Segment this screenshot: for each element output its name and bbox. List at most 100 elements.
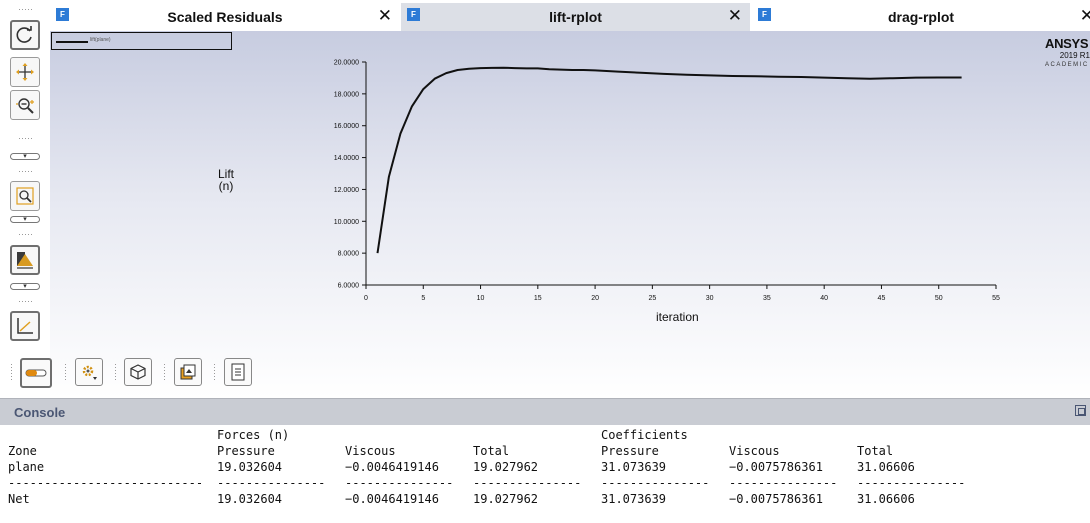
document-icon bbox=[231, 363, 245, 381]
y-axis-label-unit: (n) bbox=[218, 179, 234, 193]
toolbar-grip[interactable] bbox=[18, 233, 32, 237]
forces-header: Forces (n) bbox=[217, 428, 290, 442]
tab-label: Scaled Residuals bbox=[167, 9, 283, 25]
measure-tool-button[interactable] bbox=[20, 358, 52, 388]
save-picture-button[interactable] bbox=[174, 358, 202, 386]
table-cell: 19.027962 bbox=[473, 492, 539, 506]
x-tick-label: 5 bbox=[421, 295, 425, 302]
table-cell: 19.027962 bbox=[473, 460, 539, 474]
lift-series-line bbox=[376, 66, 962, 254]
picture-icon bbox=[180, 364, 196, 380]
table-cell: −0.0075786361 bbox=[729, 492, 823, 506]
axes-button[interactable] bbox=[10, 311, 40, 341]
pan-view-button[interactable] bbox=[10, 57, 40, 87]
lift-chart: 6.0000 8.0000 10.0000 12.0000 14.0000 16.0000… bbox=[334, 60, 1000, 303]
chart-marks bbox=[376, 66, 962, 254]
toolbar-grip[interactable] bbox=[64, 363, 68, 381]
column-header: Viscous bbox=[729, 444, 780, 458]
x-tick-label: 35 bbox=[763, 295, 771, 302]
tab-lift-rplot[interactable]: F lift-rplot ✕ bbox=[401, 3, 750, 31]
display-options-button[interactable] bbox=[75, 358, 103, 386]
plot-style-button[interactable] bbox=[10, 245, 40, 275]
column-header: Total bbox=[473, 444, 510, 458]
console-output[interactable]: Forces (n) Coefficients Zone Pressure Vi… bbox=[0, 425, 1090, 523]
x-tick-label: 55 bbox=[992, 295, 1000, 302]
fluent-icon: F bbox=[56, 8, 69, 21]
table-cell: −0.0075786361 bbox=[729, 460, 823, 474]
separator: --------------- bbox=[601, 476, 710, 490]
x-tick-label: 10 bbox=[477, 295, 485, 302]
close-icon[interactable]: ✕ bbox=[377, 6, 392, 26]
toolbar-grip[interactable] bbox=[163, 363, 167, 381]
graphics-toolbar: ▾ ▾ ▾ bbox=[0, 0, 50, 398]
expand-toolbar-button[interactable]: ▾ bbox=[10, 216, 40, 223]
console-title: Console bbox=[14, 405, 66, 420]
zoom-to-fit-button[interactable] bbox=[10, 181, 40, 211]
column-header: Total bbox=[857, 444, 894, 458]
legend-label: lift(plane) bbox=[90, 37, 111, 43]
gear-icon bbox=[82, 365, 97, 380]
maximize-icon[interactable] bbox=[1075, 405, 1086, 416]
x-tick-label: 0 bbox=[364, 295, 368, 302]
y-axis-label: Lift (n) bbox=[218, 168, 234, 192]
rotate-icon bbox=[16, 26, 32, 43]
toolbar-grip[interactable] bbox=[10, 363, 14, 381]
separator: --------------- bbox=[217, 476, 326, 490]
column-header: Zone bbox=[8, 444, 37, 458]
y-tick-label: 6.0000 bbox=[338, 283, 360, 290]
x-tick-label: 15 bbox=[534, 295, 542, 302]
separator: --------------- bbox=[857, 476, 966, 490]
table-cell: 31.073639 bbox=[601, 492, 667, 506]
expand-toolbar-button[interactable]: ▾ bbox=[10, 153, 40, 160]
y-tick-label: 10.0000 bbox=[334, 219, 359, 226]
x-tick-label: 25 bbox=[648, 295, 656, 302]
table-cell: Net bbox=[8, 492, 30, 506]
brand-edition: ACADEMIC bbox=[1045, 62, 1089, 68]
coefficients-header: Coefficients bbox=[601, 428, 688, 442]
table-cell: −0.0046419146 bbox=[345, 460, 439, 474]
toolbar-grip[interactable] bbox=[18, 170, 32, 174]
fluent-icon: F bbox=[758, 8, 771, 21]
plot-style-icon bbox=[17, 252, 33, 269]
close-icon[interactable]: ✕ bbox=[1079, 6, 1090, 26]
table-cell: 31.06606 bbox=[857, 460, 915, 474]
toolbar-grip[interactable] bbox=[18, 8, 32, 12]
table-cell: 31.06606 bbox=[857, 492, 915, 506]
y-tick-label: 16.0000 bbox=[334, 123, 359, 130]
axes-icon bbox=[17, 318, 33, 334]
zoom-fit-icon bbox=[16, 187, 34, 205]
plot-legend: lift(plane) bbox=[51, 32, 232, 50]
ansys-logo: ANSYS 2019 R1 ACADEMIC bbox=[1045, 37, 1090, 70]
table-cell: 31.073639 bbox=[601, 460, 667, 474]
fluent-icon: F bbox=[407, 8, 420, 21]
plot-canvas[interactable]: lift(plane) ANSYS 2019 R1 ACADEMIC Lift … bbox=[50, 31, 1090, 398]
y-axis-label-name: Lift bbox=[218, 167, 235, 181]
toolbar-grip[interactable] bbox=[213, 363, 217, 381]
column-header: Viscous bbox=[345, 444, 396, 458]
graphics-tab-bar: F Scaled Residuals ✕ F lift-rplot ✕ F dr… bbox=[50, 0, 1090, 31]
toolbar-grip[interactable] bbox=[18, 300, 32, 304]
y-tick-label: 20.0000 bbox=[334, 60, 359, 67]
tab-drag-rplot[interactable]: F drag-rplot ✕ bbox=[752, 3, 1090, 31]
ruler-icon bbox=[25, 369, 47, 377]
y-tick-label: 12.0000 bbox=[334, 187, 359, 194]
expand-toolbar-button[interactable]: ▾ bbox=[10, 283, 40, 290]
close-icon[interactable]: ✕ bbox=[727, 6, 742, 26]
y-tick-label: 14.0000 bbox=[334, 155, 359, 162]
zoom-icon bbox=[16, 98, 34, 114]
brand-name: ANSYS bbox=[1045, 36, 1089, 51]
toolbar-grip[interactable] bbox=[114, 363, 118, 381]
separator: --------------- bbox=[729, 476, 838, 490]
rotate-view-button[interactable] bbox=[10, 20, 40, 50]
separator: --------------------------- bbox=[8, 476, 204, 490]
zoom-in-out-button[interactable] bbox=[10, 90, 40, 120]
tab-scaled-residuals[interactable]: F Scaled Residuals ✕ bbox=[50, 3, 400, 31]
report-button[interactable] bbox=[224, 358, 252, 386]
x-axis-label: iteration bbox=[656, 310, 699, 324]
tab-label: lift-rplot bbox=[549, 9, 602, 25]
y-tick-label: 18.0000 bbox=[334, 91, 359, 98]
separator: --------------- bbox=[473, 476, 582, 490]
pan-icon bbox=[16, 63, 34, 81]
toolbar-grip[interactable] bbox=[18, 137, 32, 141]
view-3d-button[interactable] bbox=[124, 358, 152, 386]
